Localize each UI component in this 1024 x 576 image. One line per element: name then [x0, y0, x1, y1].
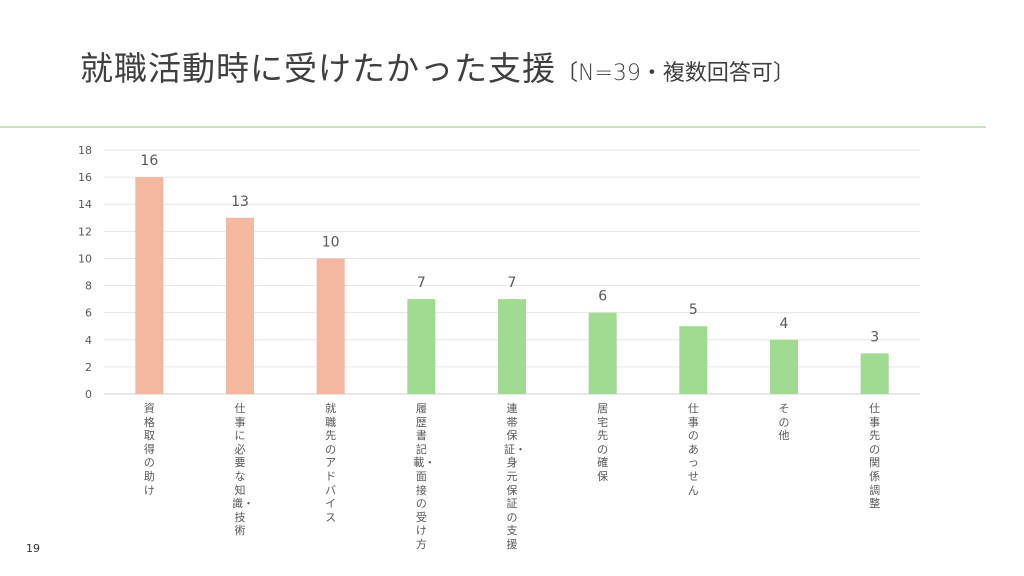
x-tick-label: 仕事に必要な知識・技術	[232, 402, 254, 538]
bar	[407, 299, 436, 394]
y-tick-label: 2	[85, 361, 92, 374]
bar	[860, 353, 889, 394]
x-tick-label: 連帯保証・身元保証の支援	[504, 402, 526, 551]
data-label: 5	[689, 302, 698, 318]
y-tick-label: 10	[78, 252, 92, 265]
data-label: 3	[870, 329, 879, 345]
y-tick-label: 16	[78, 171, 92, 184]
x-tick-label: 資格取得の助け	[143, 402, 155, 497]
bar	[135, 177, 164, 394]
data-label: 4	[780, 316, 789, 332]
data-label: 10	[322, 234, 340, 250]
x-tick-label: 仕事のあっせん	[687, 402, 699, 497]
data-label: 13	[231, 194, 249, 210]
bar	[498, 299, 526, 394]
slide-title-main: 就職活動時に受けたかった支援	[80, 49, 556, 88]
bar	[770, 339, 798, 394]
y-tick-label: 4	[85, 334, 92, 347]
x-tick-label: 就職先のアドバイス	[325, 402, 337, 524]
x-tick-label: 仕事先の関係調整	[869, 402, 881, 511]
title-divider	[0, 126, 986, 128]
x-tick-label: 居宅先の確保	[597, 402, 609, 483]
slide-title-sub: 〔N=39・複数回答可〕	[556, 61, 795, 86]
x-tick-label: その他	[778, 402, 790, 443]
data-label: 7	[417, 275, 426, 291]
y-tick-label: 0	[85, 388, 92, 401]
bar	[679, 326, 708, 394]
bar	[226, 217, 254, 394]
y-tick-label: 18	[78, 144, 92, 157]
slide-title: 就職活動時に受けたかった支援〔N=39・複数回答可〕	[80, 42, 795, 90]
bar	[588, 312, 617, 394]
data-label: 16	[140, 153, 158, 169]
y-tick-label: 8	[85, 280, 92, 293]
x-tick-label: 履歴書記載・面接の受け方	[413, 402, 436, 551]
page-number: 19	[26, 542, 40, 555]
y-tick-label: 6	[85, 307, 92, 320]
data-label: 6	[598, 289, 607, 305]
y-tick-label: 14	[78, 198, 92, 211]
data-label: 7	[508, 275, 517, 291]
y-tick-label: 12	[78, 225, 92, 238]
bar	[316, 258, 345, 394]
